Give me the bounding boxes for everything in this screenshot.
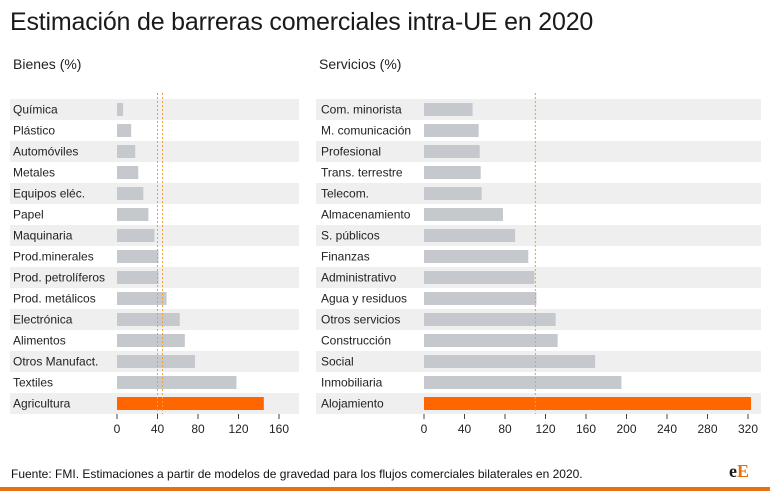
goods-category-label: Maquinaria <box>13 229 73 243</box>
goods-category-label: Prod. metálicos <box>13 292 96 306</box>
services-category-label: Finanzas <box>321 250 370 264</box>
services-category-label: M. comunicación <box>321 124 411 138</box>
services-bar <box>424 271 535 284</box>
goods-bar <box>117 145 136 158</box>
goods-category-label: Otros Manufact. <box>13 355 98 369</box>
services-tick-label: 120 <box>535 422 555 436</box>
goods-bar <box>117 292 167 305</box>
services-bar <box>424 355 596 368</box>
goods-bar <box>117 271 159 284</box>
services-tick-label: 240 <box>657 422 677 436</box>
services-panel-title: Servicios (%) <box>319 56 402 72</box>
services-tick-label: 280 <box>697 422 717 436</box>
goods-panel-title: Bienes (%) <box>13 56 82 72</box>
source-note: Fuente: FMI. Estimaciones a partir de mo… <box>11 467 583 481</box>
services-tick-label: 320 <box>738 422 758 436</box>
goods-category-label: Automóviles <box>13 145 78 159</box>
services-row-band <box>316 225 761 246</box>
services-bar <box>424 103 473 116</box>
goods-category-label: Prod. petrolíferos <box>13 271 105 285</box>
footer-accent-line <box>0 487 770 491</box>
services-category-label: Com. minorista <box>321 103 402 117</box>
goods-bar <box>117 313 180 326</box>
services-category-label: Otros servicios <box>321 313 400 327</box>
services-category-label: S. públicos <box>321 229 380 243</box>
chart-title: Estimación de barreras comerciales intra… <box>10 8 594 36</box>
goods-row-band <box>10 183 299 204</box>
logo-letter-e: e <box>729 461 737 481</box>
goods-category-label: Electrónica <box>13 313 73 327</box>
services-category-label: Telecom. <box>321 187 369 201</box>
services-row-band <box>316 141 761 162</box>
services-category-label: Almacenamiento <box>321 208 411 222</box>
logo-letter-E: E <box>737 461 750 481</box>
goods-bar <box>117 334 185 347</box>
goods-bar <box>117 355 195 368</box>
goods-category-label: Metales <box>13 166 55 180</box>
services-category-label: Administrativo <box>321 271 397 285</box>
services-bar <box>424 187 482 200</box>
brand-logo: eE <box>729 461 749 482</box>
services-bar <box>424 124 479 137</box>
services-bar <box>424 208 503 221</box>
goods-row-band <box>10 141 299 162</box>
services-bar <box>424 376 622 389</box>
services-tick-label: 160 <box>576 422 596 436</box>
goods-category-label: Plástico <box>13 124 55 138</box>
bar-charts: Química Plástico Automóviles Metales Equipos… <box>10 93 761 436</box>
goods-tick-label: 0 <box>114 422 121 436</box>
services-bar <box>424 250 529 263</box>
goods-bar <box>117 208 149 221</box>
services-category-label: Social <box>321 355 354 369</box>
services-row-band <box>316 183 761 204</box>
goods-category-label: Alimentos <box>13 334 66 348</box>
services-category-label: Trans. terrestre <box>321 166 403 180</box>
goods-bar <box>117 187 144 200</box>
services-tick-label: 0 <box>421 422 428 436</box>
services-bar <box>424 229 516 242</box>
services-tick-label: 40 <box>458 422 472 436</box>
goods-category-label: Equipos eléc. <box>13 187 85 201</box>
goods-tick-label: 120 <box>228 422 248 436</box>
goods-bar <box>117 229 155 242</box>
services-bar <box>424 166 481 179</box>
goods-bar <box>117 166 139 179</box>
goods-row-band <box>10 99 299 120</box>
services-bar <box>424 145 480 158</box>
goods-bar <box>117 397 264 410</box>
services-category-label: Inmobiliaria <box>321 376 383 390</box>
services-bar <box>424 292 537 305</box>
services-tick-label: 200 <box>616 422 636 436</box>
goods-tick-label: 40 <box>151 422 165 436</box>
goods-tick-label: 80 <box>191 422 205 436</box>
goods-bar <box>117 103 124 116</box>
services-category-label: Alojamiento <box>321 397 384 411</box>
goods-category-label: Agricultura <box>13 397 71 411</box>
goods-row-band <box>10 225 299 246</box>
goods-tick-label: 160 <box>269 422 289 436</box>
goods-category-label: Textiles <box>13 376 53 390</box>
goods-category-label: Papel <box>13 208 44 222</box>
services-bar <box>424 313 556 326</box>
goods-bar <box>117 124 132 137</box>
goods-category-label: Prod.minerales <box>13 250 94 264</box>
services-category-label: Construcción <box>321 334 391 348</box>
goods-category-label: Química <box>13 103 58 117</box>
services-tick-label: 80 <box>498 422 512 436</box>
services-category-label: Profesional <box>321 145 381 159</box>
services-bar <box>424 334 558 347</box>
services-category-label: Agua y residuos <box>321 292 407 306</box>
services-bar <box>424 397 752 410</box>
goods-bar <box>117 376 237 389</box>
goods-bar <box>117 250 159 263</box>
